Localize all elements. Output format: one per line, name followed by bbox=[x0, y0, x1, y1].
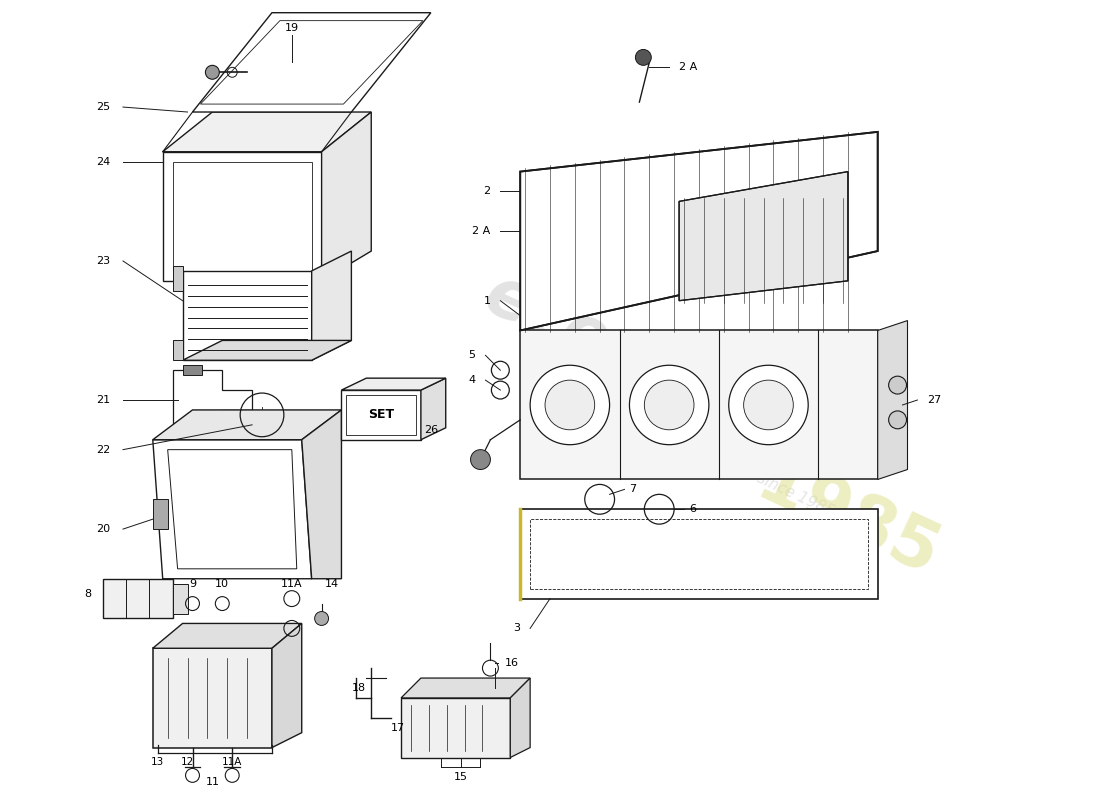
Text: 27: 27 bbox=[927, 395, 942, 405]
Text: 17: 17 bbox=[392, 722, 405, 733]
Circle shape bbox=[530, 366, 609, 445]
Text: 4: 4 bbox=[469, 375, 475, 385]
Polygon shape bbox=[402, 698, 510, 758]
Text: 11A: 11A bbox=[280, 578, 302, 589]
Circle shape bbox=[544, 380, 595, 430]
Polygon shape bbox=[341, 378, 446, 390]
Text: 11A: 11A bbox=[222, 758, 242, 767]
Text: 9: 9 bbox=[189, 578, 196, 589]
Polygon shape bbox=[321, 112, 372, 281]
Polygon shape bbox=[153, 623, 301, 648]
Polygon shape bbox=[520, 510, 878, 598]
Text: 7: 7 bbox=[629, 484, 637, 494]
Circle shape bbox=[636, 50, 651, 66]
Text: 1: 1 bbox=[483, 296, 491, 306]
Text: 8: 8 bbox=[85, 589, 91, 598]
Text: 15: 15 bbox=[453, 772, 468, 782]
Text: 14: 14 bbox=[324, 578, 339, 589]
Text: 26: 26 bbox=[424, 425, 438, 434]
Text: 11: 11 bbox=[206, 778, 219, 787]
Text: 5: 5 bbox=[469, 350, 475, 360]
Polygon shape bbox=[153, 648, 272, 747]
Text: 1985: 1985 bbox=[746, 448, 949, 590]
Polygon shape bbox=[153, 410, 341, 440]
Polygon shape bbox=[520, 132, 878, 330]
Text: SET: SET bbox=[368, 408, 394, 422]
Text: 13: 13 bbox=[151, 758, 164, 767]
Polygon shape bbox=[153, 440, 311, 578]
Text: 21: 21 bbox=[96, 395, 110, 405]
Text: 18: 18 bbox=[352, 683, 366, 693]
Text: 2 A: 2 A bbox=[472, 226, 491, 236]
Polygon shape bbox=[679, 171, 848, 301]
Polygon shape bbox=[153, 499, 167, 529]
Text: 24: 24 bbox=[96, 157, 110, 166]
Circle shape bbox=[206, 66, 219, 79]
Polygon shape bbox=[183, 271, 311, 360]
Polygon shape bbox=[173, 266, 183, 290]
Polygon shape bbox=[311, 251, 351, 360]
Polygon shape bbox=[878, 321, 908, 479]
Polygon shape bbox=[272, 623, 301, 747]
Text: 6: 6 bbox=[689, 504, 696, 514]
Polygon shape bbox=[183, 341, 351, 360]
Text: 3: 3 bbox=[514, 623, 520, 634]
Text: 23: 23 bbox=[96, 256, 110, 266]
Text: 22: 22 bbox=[96, 445, 110, 454]
Polygon shape bbox=[173, 341, 183, 360]
Polygon shape bbox=[192, 13, 431, 112]
Text: 19: 19 bbox=[285, 22, 299, 33]
Polygon shape bbox=[301, 410, 341, 578]
Polygon shape bbox=[402, 678, 530, 698]
Text: 20: 20 bbox=[96, 524, 110, 534]
Polygon shape bbox=[173, 584, 187, 614]
Circle shape bbox=[889, 376, 906, 394]
Circle shape bbox=[728, 366, 808, 445]
Text: 10: 10 bbox=[216, 578, 229, 589]
Text: ecosources: ecosources bbox=[474, 262, 883, 499]
Circle shape bbox=[889, 411, 906, 429]
Text: 2 A: 2 A bbox=[679, 62, 697, 72]
Text: 16: 16 bbox=[505, 658, 519, 668]
Text: 12: 12 bbox=[180, 758, 195, 767]
Circle shape bbox=[744, 380, 793, 430]
Polygon shape bbox=[163, 112, 372, 152]
Polygon shape bbox=[421, 378, 446, 440]
Text: a passion for Porsche since 1985: a passion for Porsche since 1985 bbox=[602, 399, 836, 520]
Polygon shape bbox=[341, 390, 421, 440]
Circle shape bbox=[315, 611, 329, 626]
Text: 2: 2 bbox=[483, 186, 491, 197]
Text: 25: 25 bbox=[96, 102, 110, 112]
Circle shape bbox=[471, 450, 491, 470]
Polygon shape bbox=[103, 578, 173, 618]
Circle shape bbox=[629, 366, 708, 445]
Polygon shape bbox=[520, 330, 878, 479]
Polygon shape bbox=[163, 152, 321, 281]
Circle shape bbox=[645, 380, 694, 430]
Polygon shape bbox=[183, 366, 202, 375]
Polygon shape bbox=[510, 678, 530, 758]
